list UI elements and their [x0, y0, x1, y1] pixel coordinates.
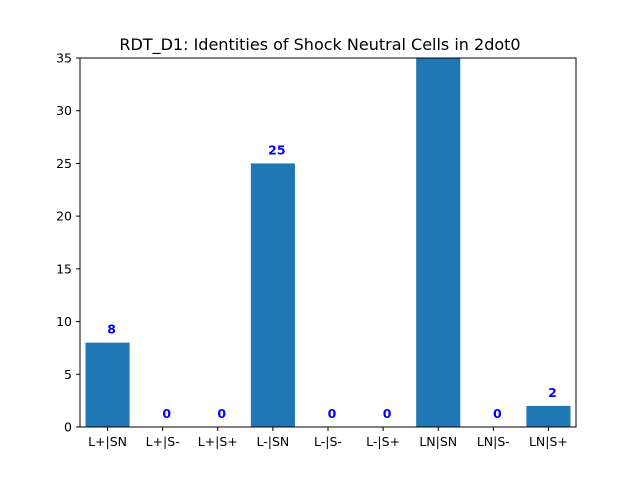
plot-frame — [79, 57, 577, 428]
y-tick-label-2: 10 — [56, 314, 72, 329]
x-tick-label-3: L-|SN — [257, 434, 290, 449]
data-label-8: 2 — [548, 385, 557, 400]
data-label-1: 0 — [162, 406, 171, 421]
data-label-7: 0 — [493, 406, 502, 421]
x-tick-label-8: LN|S+ — [529, 434, 568, 449]
data-labels-group: 8 0 0 25 0 0 0 2 — [107, 142, 557, 421]
y-tick-label-5: 25 — [56, 156, 72, 171]
y-tick-label-4: 20 — [56, 209, 72, 224]
data-label-2: 0 — [217, 406, 226, 421]
y-tick-label-1: 5 — [64, 367, 72, 382]
bar-6 — [416, 58, 461, 427]
x-tick-label-2: L+|S+ — [198, 434, 238, 449]
bars-group — [85, 58, 571, 427]
bar-8 — [526, 405, 571, 427]
y-axis: 0 5 10 15 20 25 30 35 — [56, 51, 80, 435]
y-tick-label-3: 15 — [56, 261, 72, 276]
x-tick-label-6: LN|SN — [419, 434, 457, 449]
y-tick-label-0: 0 — [64, 420, 72, 435]
x-tick-label-1: L+|S- — [146, 434, 180, 449]
bar-3 — [250, 163, 295, 427]
x-tick-label-0: L+|SN — [88, 434, 127, 449]
data-label-3: 25 — [268, 142, 285, 157]
x-tick-label-7: LN|S- — [477, 434, 510, 449]
y-tick-label-7: 35 — [56, 51, 72, 66]
bar-0 — [85, 342, 130, 427]
y-tick-label-6: 30 — [56, 103, 72, 118]
x-tick-label-4: L-|S- — [314, 434, 342, 449]
x-axis: L+|SN L+|S- L+|S+ L-|SN L-|S- L-|S+ LN|SN LN|S-… — [88, 427, 568, 449]
data-label-5: 0 — [383, 406, 392, 421]
x-tick-label-5: L-|S+ — [366, 434, 400, 449]
chart-title: RDT_D1: Identities of Shock Neutral Cell… — [119, 35, 520, 55]
data-label-0: 8 — [107, 322, 116, 337]
data-label-4: 0 — [328, 406, 337, 421]
